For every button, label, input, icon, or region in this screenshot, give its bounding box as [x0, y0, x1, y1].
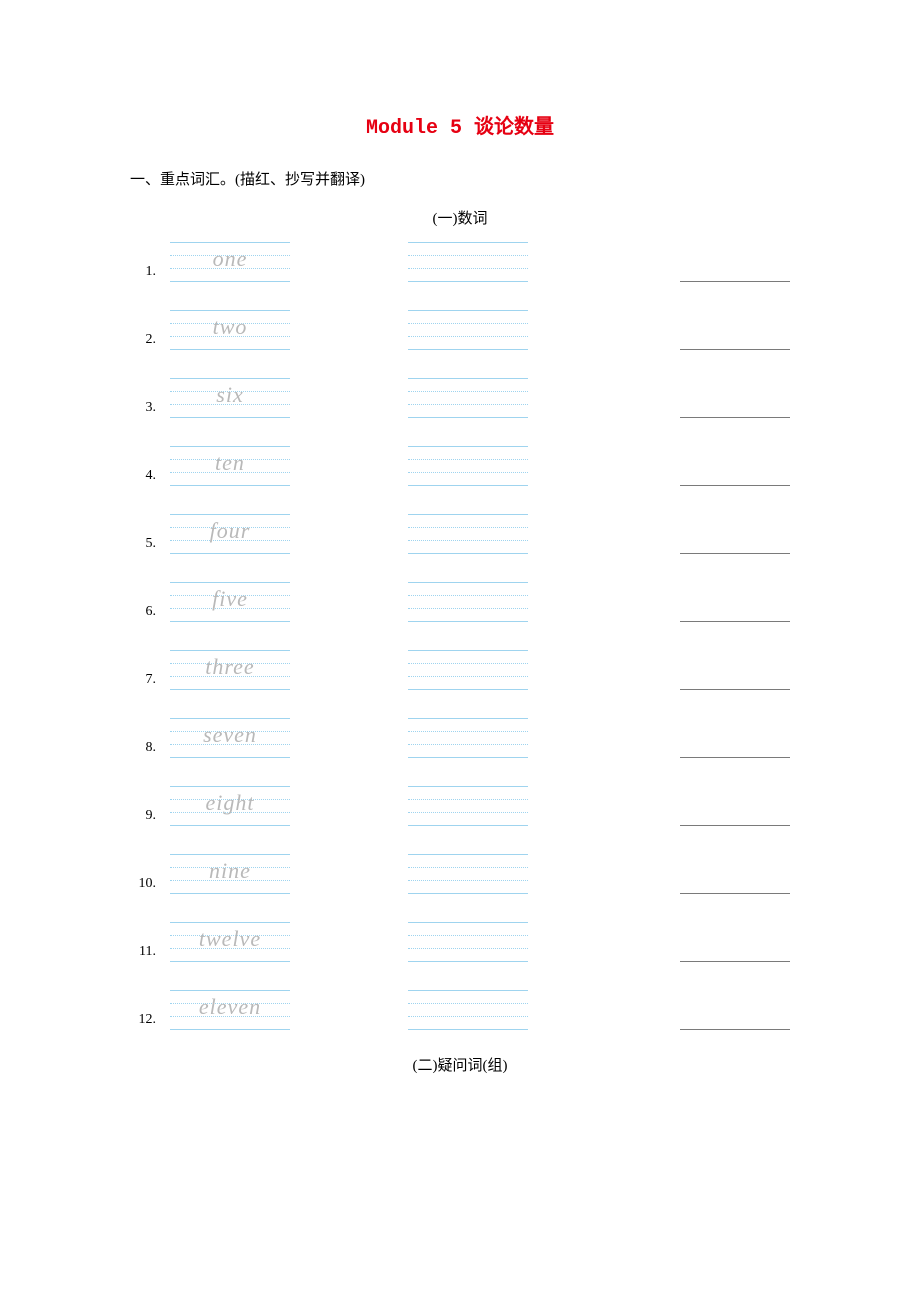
trace-word: seven	[170, 722, 290, 748]
answer-blank	[680, 265, 790, 282]
trace-word: ten	[170, 450, 290, 476]
four-line-box: eight	[170, 786, 290, 826]
row-number: 8.	[130, 740, 156, 758]
row-number: 9.	[130, 808, 156, 826]
trace-word: nine	[170, 858, 290, 884]
trace-word: eight	[170, 790, 290, 816]
four-line-box: four	[170, 514, 290, 554]
four-line-box: three	[170, 650, 290, 690]
four-line-box	[408, 242, 528, 282]
four-line-box: eleven	[170, 990, 290, 1030]
vocab-row: 7. three	[130, 650, 790, 690]
four-line-box	[408, 650, 528, 690]
answer-blank	[680, 673, 790, 690]
trace-word: twelve	[170, 926, 290, 952]
four-line-box	[408, 446, 528, 486]
answer-blank	[680, 401, 790, 418]
vocab-row: 8. seven	[130, 718, 790, 758]
row-number: 1.	[130, 264, 156, 282]
page-title: Module 5 谈论数量	[130, 110, 790, 140]
row-number: 2.	[130, 332, 156, 350]
row-number: 3.	[130, 400, 156, 418]
trace-word: eleven	[170, 994, 290, 1020]
row-number: 7.	[130, 672, 156, 690]
trace-word: three	[170, 654, 290, 680]
vocab-row: 12. eleven	[130, 990, 790, 1030]
four-line-box	[408, 582, 528, 622]
four-line-box	[408, 786, 528, 826]
four-line-box	[408, 378, 528, 418]
sub-heading-question-words: (二)疑问词(组)	[130, 1054, 790, 1075]
vocab-row: 5. four	[130, 514, 790, 554]
four-line-box: ten	[170, 446, 290, 486]
answer-blank	[680, 537, 790, 554]
worksheet-page: Module 5 谈论数量 一、重点词汇。(描红、抄写并翻译) (一)数词 1.…	[0, 0, 920, 1135]
row-number: 11.	[130, 944, 156, 962]
four-line-box: nine	[170, 854, 290, 894]
four-line-box: seven	[170, 718, 290, 758]
four-line-box: five	[170, 582, 290, 622]
four-line-box: six	[170, 378, 290, 418]
vocab-row: 11. twelve	[130, 922, 790, 962]
four-line-box	[408, 990, 528, 1030]
four-line-box	[408, 718, 528, 758]
row-number: 6.	[130, 604, 156, 622]
four-line-box	[408, 922, 528, 962]
vocab-row: 2. two	[130, 310, 790, 350]
trace-word: two	[170, 314, 290, 340]
answer-blank	[680, 605, 790, 622]
four-line-box	[408, 310, 528, 350]
four-line-box: twelve	[170, 922, 290, 962]
answer-blank	[680, 333, 790, 350]
row-number: 5.	[130, 536, 156, 554]
vocab-row: 9. eight	[130, 786, 790, 826]
vocab-row: 1. one	[130, 242, 790, 282]
four-line-box: one	[170, 242, 290, 282]
four-line-box: two	[170, 310, 290, 350]
trace-word: six	[170, 382, 290, 408]
vocab-rows: 1. one 2. two 3. six 4. ten 5. four 6. five 7. three 8…	[130, 242, 790, 1030]
trace-word: four	[170, 518, 290, 544]
vocab-row: 10. nine	[130, 854, 790, 894]
trace-word: five	[170, 586, 290, 612]
answer-blank	[680, 1013, 790, 1030]
row-number: 12.	[130, 1012, 156, 1030]
answer-blank	[680, 877, 790, 894]
answer-blank	[680, 741, 790, 758]
sub-heading-numbers: (一)数词	[130, 207, 790, 228]
vocab-row: 6. five	[130, 582, 790, 622]
answer-blank	[680, 469, 790, 486]
row-number: 4.	[130, 468, 156, 486]
four-line-box	[408, 514, 528, 554]
four-line-box	[408, 854, 528, 894]
row-number: 10.	[130, 876, 156, 894]
vocab-row: 3. six	[130, 378, 790, 418]
answer-blank	[680, 945, 790, 962]
trace-word: one	[170, 246, 290, 272]
answer-blank	[680, 809, 790, 826]
vocab-row: 4. ten	[130, 446, 790, 486]
section-heading: 一、重点词汇。(描红、抄写并翻译)	[130, 168, 790, 189]
